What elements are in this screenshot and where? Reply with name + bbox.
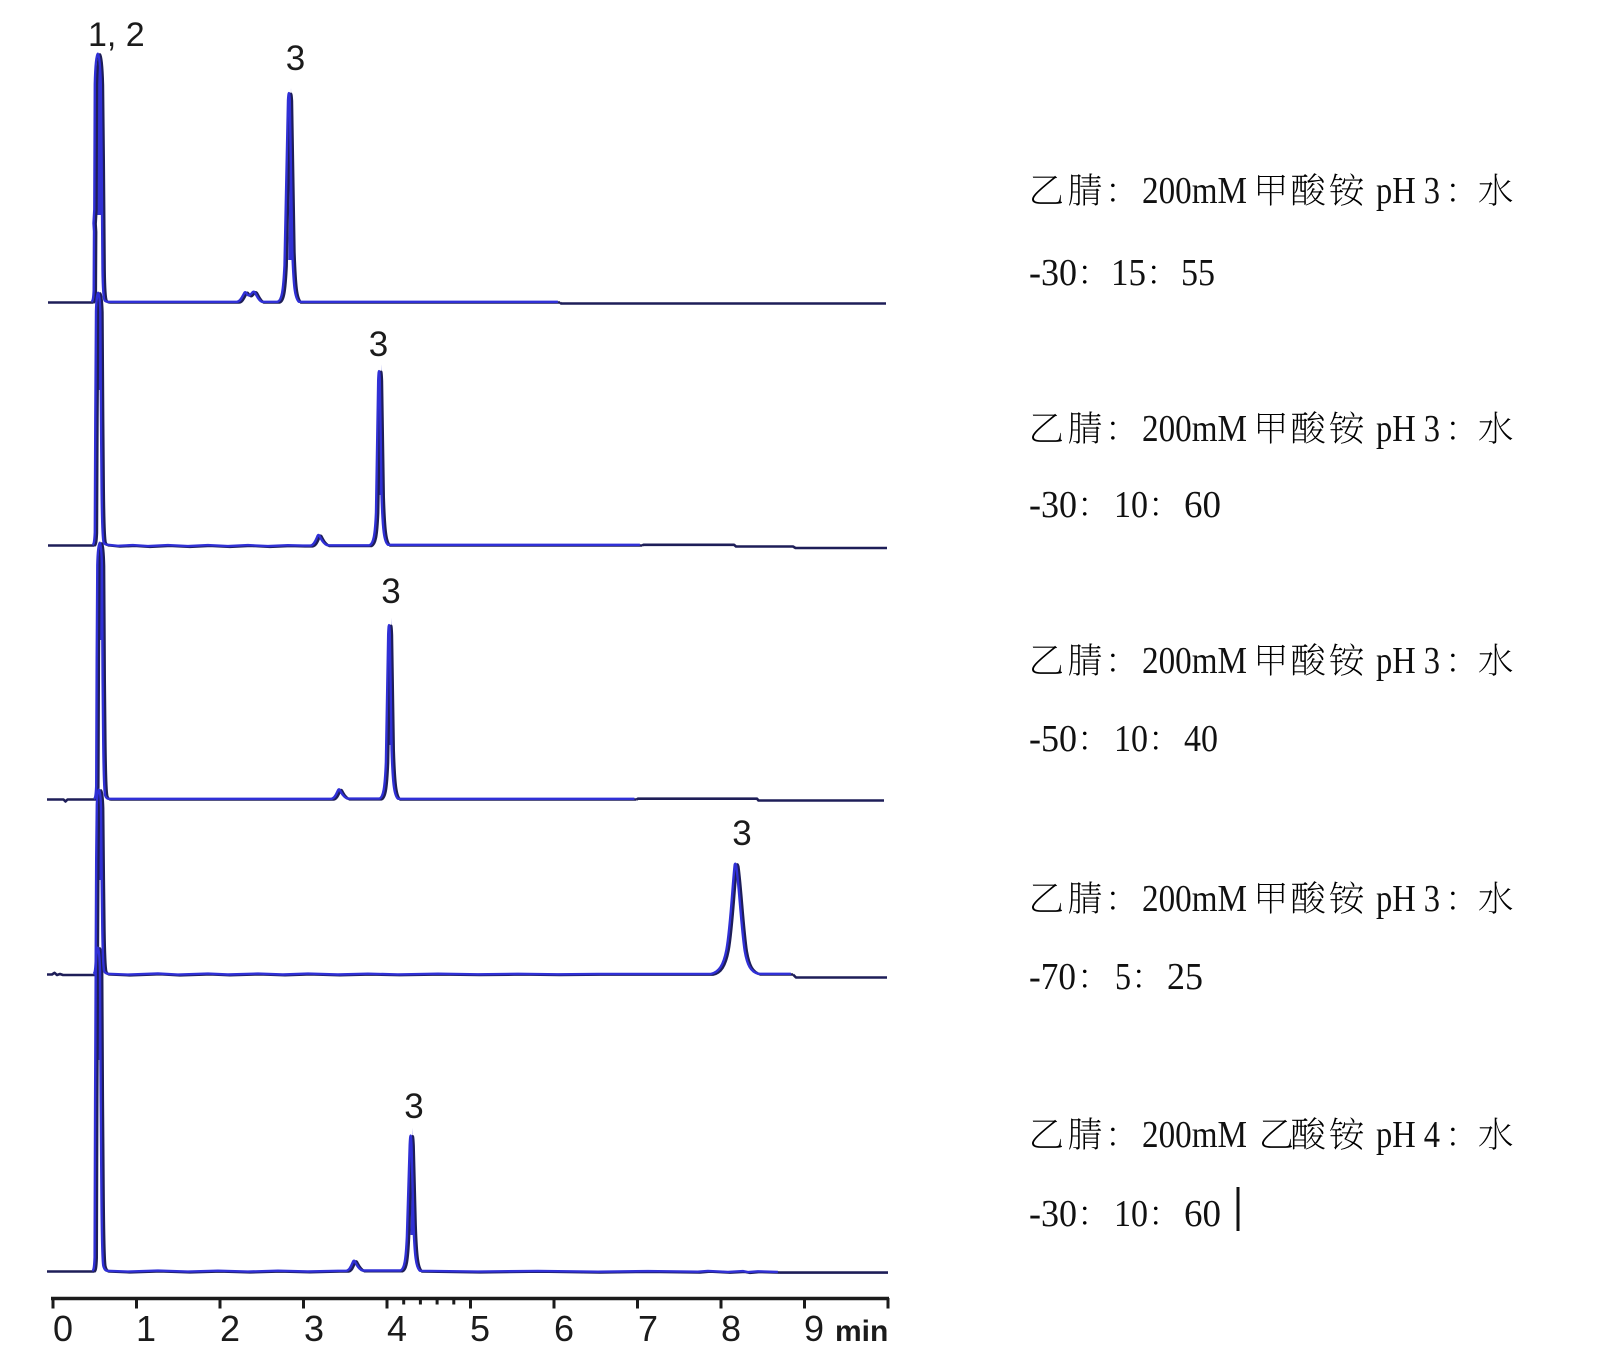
svg-text:60: 60 bbox=[1184, 484, 1221, 526]
svg-text:pH 3: pH 3 bbox=[1376, 408, 1440, 450]
svg-text:8: 8 bbox=[721, 1308, 741, 1349]
svg-text:3: 3 bbox=[369, 325, 388, 364]
svg-text:pH 3: pH 3 bbox=[1376, 878, 1440, 920]
svg-text:pH 4: pH 4 bbox=[1376, 1114, 1440, 1156]
svg-text:55: 55 bbox=[1181, 252, 1215, 294]
svg-text:3: 3 bbox=[304, 1308, 324, 1349]
svg-text:min: min bbox=[835, 1315, 888, 1348]
svg-text:-70: -70 bbox=[1029, 956, 1076, 998]
svg-text:40: 40 bbox=[1184, 718, 1218, 760]
svg-text:9: 9 bbox=[804, 1308, 824, 1349]
svg-text:4: 4 bbox=[387, 1308, 407, 1349]
svg-text:15: 15 bbox=[1111, 252, 1146, 294]
svg-text:2: 2 bbox=[220, 1308, 240, 1349]
svg-text:3: 3 bbox=[286, 39, 305, 78]
svg-text:pH 3: pH 3 bbox=[1376, 640, 1440, 682]
svg-text:3: 3 bbox=[404, 1087, 423, 1126]
svg-text:-30: -30 bbox=[1029, 252, 1077, 294]
svg-text:25: 25 bbox=[1167, 956, 1203, 998]
svg-text:60: 60 bbox=[1184, 1193, 1221, 1235]
svg-text:10: 10 bbox=[1114, 484, 1148, 526]
svg-text:5: 5 bbox=[1115, 956, 1131, 998]
svg-text:1: 1 bbox=[136, 1308, 156, 1349]
svg-text:10: 10 bbox=[1114, 1193, 1148, 1235]
svg-text:pH 3: pH 3 bbox=[1376, 170, 1440, 212]
svg-text:3: 3 bbox=[381, 572, 400, 611]
svg-text:6: 6 bbox=[554, 1308, 574, 1349]
svg-text:1, 2: 1, 2 bbox=[88, 16, 145, 54]
svg-text:-50: -50 bbox=[1029, 718, 1077, 760]
svg-text:-30: -30 bbox=[1029, 484, 1077, 526]
svg-text:200mM: 200mM bbox=[1142, 170, 1247, 212]
svg-text:-30: -30 bbox=[1029, 1193, 1077, 1235]
svg-text:5: 5 bbox=[470, 1308, 490, 1349]
svg-text:10: 10 bbox=[1114, 718, 1148, 760]
svg-text:200mM: 200mM bbox=[1142, 640, 1247, 682]
svg-text:7: 7 bbox=[638, 1308, 658, 1349]
svg-text:3: 3 bbox=[732, 814, 751, 853]
svg-text:0: 0 bbox=[53, 1308, 73, 1349]
svg-text:200mM: 200mM bbox=[1142, 1114, 1247, 1156]
svg-text:200mM: 200mM bbox=[1142, 408, 1247, 450]
svg-text:200mM: 200mM bbox=[1142, 878, 1247, 920]
